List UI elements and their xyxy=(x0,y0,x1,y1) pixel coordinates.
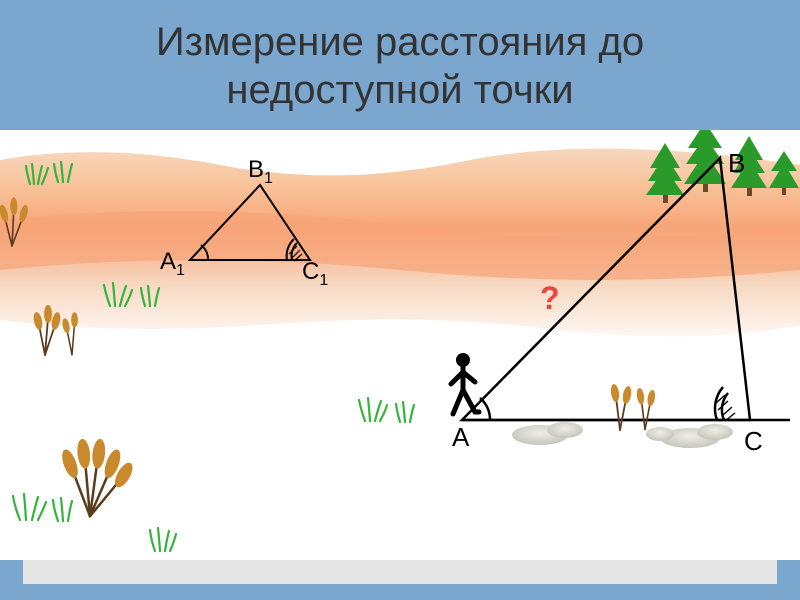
label-B: B xyxy=(728,148,745,179)
label-B1: B1 xyxy=(248,156,273,188)
label-A: A xyxy=(452,422,469,453)
label-C: C xyxy=(744,426,763,457)
diagram-area: B1 A1 C1 B A C ? xyxy=(0,130,800,560)
slide-title: Измерение расстояния до недоступной точк… xyxy=(0,18,800,114)
bottom-strip xyxy=(23,560,777,584)
landscape-svg xyxy=(0,130,800,560)
question-mark: ? xyxy=(540,280,560,317)
label-A1: A1 xyxy=(160,248,185,280)
label-C1: C1 xyxy=(302,258,328,290)
title-line-2: недоступной точки xyxy=(226,68,573,112)
title-line-1: Измерение расстояния до xyxy=(156,20,644,64)
slide-frame: Измерение расстояния до недоступной точк… xyxy=(0,0,800,600)
